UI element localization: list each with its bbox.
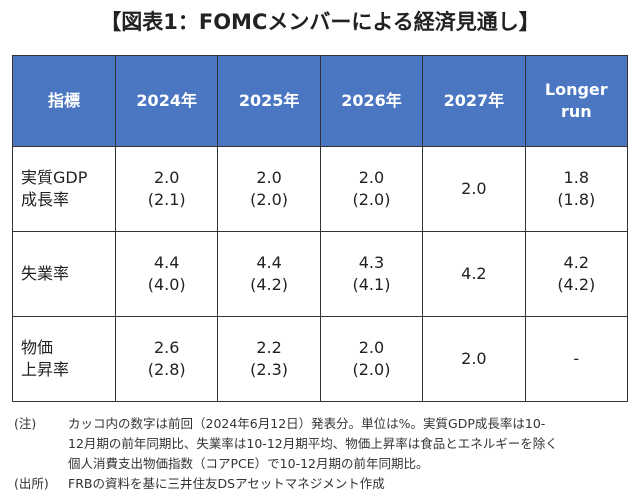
value-cell: 2.0 (2.0): [319, 146, 424, 232]
cell-text: 失業率: [21, 264, 70, 283]
note-label: (出所): [14, 476, 49, 491]
value-cell: 4.4 (4.2): [217, 231, 321, 317]
value-cell: 2.2 (2.3): [217, 316, 321, 402]
cell-text: 2.0: [153, 168, 180, 187]
cell-text: (2.3): [250, 360, 289, 379]
notes: (注) カッコ内の数字は前回（2024年6月12日）発表分。単位は%。実質GDP成…: [14, 414, 558, 494]
cell-text: 2.0: [256, 168, 282, 187]
column-header: 2026年: [319, 55, 424, 147]
cell-text: -: [573, 349, 580, 368]
table-row: 物価上昇率 2.6 (2.8) 2.2 (2.3) 2.0 (2.0) 2.0 -: [12, 316, 629, 402]
note-line: 12月期の前年同期比、失業率は10-12月期平均、物価上昇率は食品とエネルギーを…: [68, 436, 558, 451]
cell-text: 実質GDP: [21, 168, 88, 187]
cell-text: (2.8): [147, 360, 186, 379]
note-line: カッコ内の数字は前回（2024年6月12日）発表分。単位は%。実質GDP成長率は…: [68, 416, 546, 431]
note-body: FRBの資料を基に三井住友DSアセットマネジメント作成: [68, 474, 385, 494]
cell-text: (2.1): [147, 190, 186, 209]
row-label: 実質GDP 成長率: [12, 146, 116, 232]
header-text: run: [560, 102, 592, 121]
header-text: 2026年: [341, 91, 402, 110]
column-header: 2025年: [217, 55, 321, 147]
cell-text: (4.0): [147, 275, 186, 294]
column-header: 2024年: [114, 55, 219, 147]
note-label: (注): [14, 416, 37, 431]
cell-text: (2.0): [352, 190, 391, 209]
cell-text: 2.2: [256, 338, 282, 357]
value-cell: 4.2 (4.2): [524, 231, 629, 317]
value-cell: 4.2: [422, 231, 526, 317]
cell-text: (2.0): [352, 360, 391, 379]
value-cell: 4.4 (4.0): [114, 231, 219, 317]
cell-text: 2.0: [461, 349, 487, 368]
cell-text: 2.6: [153, 338, 180, 357]
table-row: 失業率 4.4 (4.0) 4.4 (4.2) 4.3 (4.1) 4.2 4.2 (4.2): [12, 231, 629, 317]
cell-text: (2.0): [250, 190, 289, 209]
cell-text: 上昇率: [21, 360, 70, 379]
note-line: FRBの資料を基に三井住友DSアセットマネジメント作成: [68, 476, 385, 491]
cell-text: (1.8): [557, 190, 596, 209]
cell-text: 2.0: [358, 168, 385, 187]
note-line: 個人消費支出物価指数（コアPCE）で10-12月期の前年同期比。: [68, 456, 429, 471]
cell-text: 2.0: [358, 338, 385, 357]
cell-text: 成長率: [21, 190, 70, 209]
cell-text: 4.4: [256, 253, 282, 272]
cell-text: 4.4: [153, 253, 180, 272]
cell-text: 1.8: [563, 168, 589, 187]
cell-text: 2.0: [461, 179, 487, 198]
value-cell: 2.6 (2.8): [114, 316, 219, 402]
value-cell: 4.3 (4.1): [319, 231, 424, 317]
cell-text: 4.2: [461, 264, 487, 283]
note-body: カッコ内の数字は前回（2024年6月12日）発表分。単位は%。実質GDP成長率は…: [68, 414, 558, 474]
column-header: Longer run: [524, 55, 629, 147]
cell-text: (4.1): [352, 275, 391, 294]
header-text: 2025年: [238, 91, 300, 110]
cell-text: (4.2): [557, 275, 596, 294]
row-label: 物価 上昇率: [12, 316, 116, 402]
table-row: 実質GDP 成長率 2.0 (2.1) 2.0 (2.0) 2.0 (2.0) 2.0 1.8 (1…: [12, 146, 629, 232]
value-cell: 1.8 (1.8): [524, 146, 629, 232]
value-cell: 2.0 (2.1): [114, 146, 219, 232]
table-body: 実質GDP 成長率 2.0 (2.1) 2.0 (2.0) 2.0 (2.0) 2.0 1.8 (1…: [12, 146, 629, 402]
title: 【図表1：FOMCメンバーによる経済見通し】: [100, 10, 540, 34]
cell-text: (4.2): [250, 275, 289, 294]
value-cell: 2.0: [422, 316, 526, 402]
header-row: 指標 2024年 2025年 2026年 2027年 Longer run: [12, 55, 629, 147]
note: (注) カッコ内の数字は前回（2024年6月12日）発表分。単位は%。実質GDP成…: [14, 414, 558, 474]
header-text: 指標: [47, 91, 80, 110]
cell-text: 4.2: [563, 253, 589, 272]
column-header: 2027年: [422, 55, 526, 147]
row-label: 失業率: [12, 231, 116, 317]
outlook-table: 指標 2024年 2025年 2026年 2027年 Longer run 実質GDP 成長率…: [12, 55, 629, 402]
cell-text: 4.3: [358, 253, 385, 272]
header-text: 2027年: [443, 91, 505, 110]
value-cell: 2.0 (2.0): [319, 316, 424, 402]
column-header: 指標: [12, 55, 116, 147]
value-cell: 2.0 (2.0): [217, 146, 321, 232]
value-cell: -: [524, 316, 629, 402]
value-cell: 2.0: [422, 146, 526, 232]
header-text: Longer: [544, 80, 608, 99]
cell-text: 物価: [21, 338, 54, 357]
note: (出所) FRBの資料を基に三井住友DSアセットマネジメント作成: [14, 474, 558, 494]
header-text: 2024年: [136, 91, 197, 110]
